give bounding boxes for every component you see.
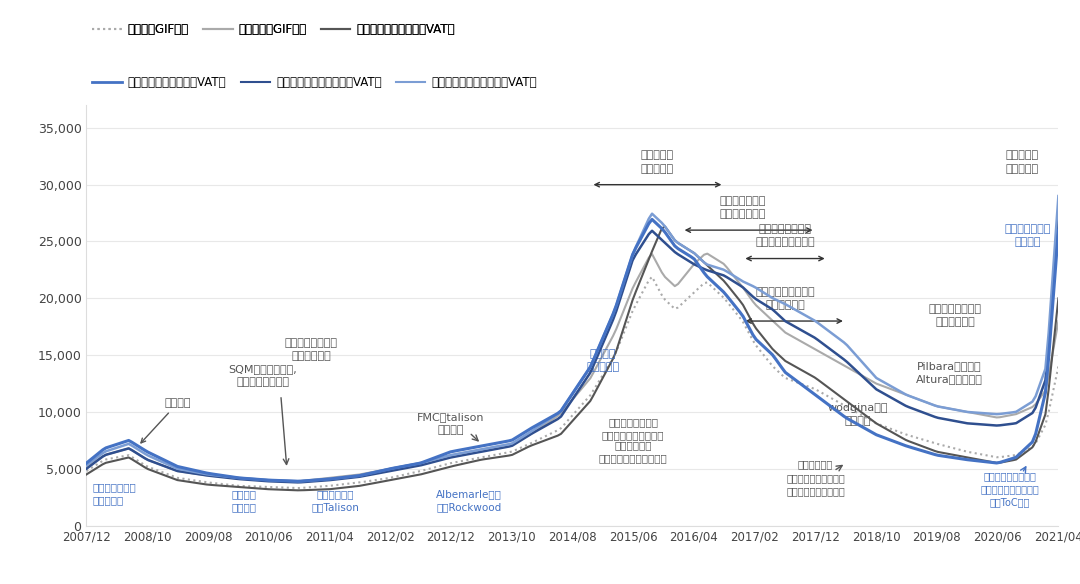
Text: 非洲、魁北克、西澳
锂矿产能出清: 非洲、魁北克、西澳 锂矿产能出清: [755, 287, 814, 310]
Text: Pilbara宣布收购
Altura（已完成）: Pilbara宣布收购 Altura（已完成）: [916, 360, 983, 384]
Text: 电池级氢氧化锂享
有高溢价但快速收窄: 电池级氢氧化锂享 有高溢价但快速收窄: [755, 224, 814, 248]
Legend: 中国电池级碳酸锂（含VAT）, 中国工业级氢氧化锂（含VAT）, 中国电池级氢氧化锂（含VAT）: 中国电池级碳酸锂（含VAT）, 中国工业级氢氧化锂（含VAT）, 中国电池级氢氧…: [92, 76, 537, 89]
Text: 锂精矿供给
实质性短缺: 锂精矿供给 实质性短缺: [640, 150, 674, 173]
Text: 补贴大幅退坡
产业发展进入换挡期：
由政策导入到产品驱动: 补贴大幅退坡 产业发展进入换挡期： 由政策导入到产品驱动: [786, 460, 845, 496]
Text: 天齐锂业完成
收购Talison: 天齐锂业完成 收购Talison: [311, 489, 360, 512]
Text: 铁锂需求、产能
大幅增长: 铁锂需求、产能 大幅增长: [1004, 224, 1051, 248]
Text: Albemarle完成
收购Rockwood: Albemarle完成 收购Rockwood: [436, 489, 502, 512]
Text: 中游产能驱动
正极材料和电池大幅扩能: 中游产能驱动 正极材料和电池大幅扩能: [598, 440, 667, 463]
Text: FMC、talison
开始涨价: FMC、talison 开始涨价: [417, 412, 485, 435]
Text: 海外资源商涨价、
国内供给不足: 海外资源商涨价、 国内供给不足: [285, 338, 338, 361]
Text: 终端补贴导入驱动
中国新能源汽车补贴厚: 终端补贴导入驱动 中国新能源汽车补贴厚: [602, 418, 664, 440]
Text: 金融危机: 金融危机: [141, 398, 191, 443]
Text: 锂精矿供给
实质性短缺: 锂精矿供给 实质性短缺: [1005, 150, 1039, 173]
Text: SQM开拓中国市场,
中国盐湖商去库存: SQM开拓中国市场, 中国盐湖商去库存: [228, 364, 297, 387]
Text: wodgina矿山
关停维护: wodgina矿山 关停维护: [827, 402, 888, 426]
Legend: 碳酸锂，GIF欧洲, 氢氧化锂，GIF欧洲, 中国工业级碳酸锂（含VAT）: 碳酸锂，GIF欧洲, 氢氧化锂，GIF欧洲, 中国工业级碳酸锂（含VAT）: [92, 23, 455, 36]
Text: 以玻陶、润滑脂
为需求主体: 以玻陶、润滑脂 为需求主体: [93, 482, 136, 505]
Text: 优秀车型开始涌现，
欧洲补贴丰厚快速上量
中国ToC发力: 优秀车型开始涌现， 欧洲补贴丰厚快速上量 中国ToC发力: [981, 471, 1039, 507]
Text: 部分铁锂
切换为三元: 部分铁锂 切换为三元: [586, 349, 619, 373]
Text: 锂化工产能和精
矿消化能力不足: 锂化工产能和精 矿消化能力不足: [719, 196, 766, 219]
Text: 电池消费
进入旺季: 电池消费 进入旺季: [232, 489, 257, 512]
Text: 疫情导致南美盐湖
产能投放延后: 疫情导致南美盐湖 产能投放延后: [929, 304, 982, 327]
